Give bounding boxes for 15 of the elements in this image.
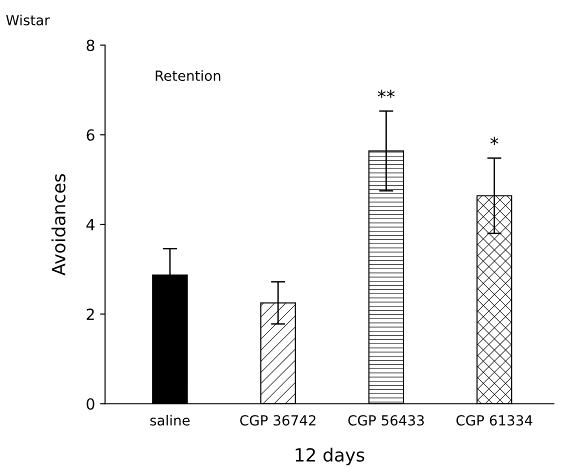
y-tick-label: 8 — [86, 40, 94, 52]
annotation: ** — [378, 90, 395, 98]
chart-title: Wistar — [6, 14, 50, 26]
x-axis-title: 12 days — [296, 448, 364, 466]
y-tick-label: 2 — [86, 308, 94, 320]
x-tick-label: saline — [150, 414, 190, 426]
y-tick-label: 0 — [86, 398, 94, 410]
x-tick-label: CGP 56433 — [348, 415, 424, 426]
y-axis-title: Avoidances — [51, 174, 66, 276]
x-tick-label: CGP 36742 — [240, 415, 316, 426]
y-tick-label: 6 — [86, 129, 94, 141]
x-tick-label: CGP 61334 — [456, 415, 532, 426]
y-tick-label: 4 — [86, 219, 94, 230]
annotation: * — [490, 136, 498, 146]
annotation: Retention — [156, 70, 220, 81]
